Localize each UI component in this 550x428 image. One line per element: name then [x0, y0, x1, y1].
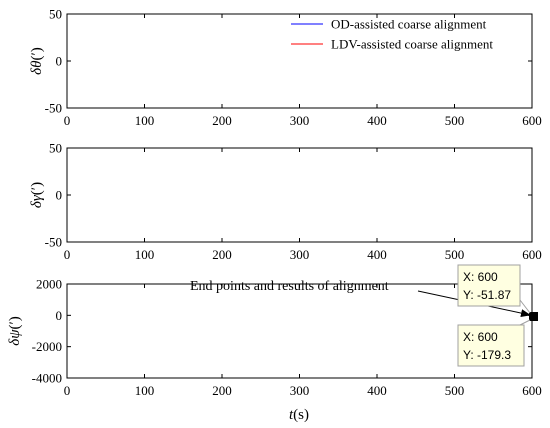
x-tick-label: 100 — [135, 247, 155, 262]
datatip-od-box — [457, 264, 521, 307]
legend-label-od: OD-assisted coarse alignment — [331, 17, 487, 32]
x-tick-label: 500 — [445, 247, 465, 262]
annotation-text: End points and results of alignment — [190, 279, 389, 294]
y-tick-label: -50 — [45, 235, 62, 250]
svg-text:δγ(′): δγ(′) — [29, 182, 45, 208]
x-tick-label: 0 — [64, 247, 71, 262]
y-tick-label: 2000 — [36, 277, 62, 292]
y-axis-label-psi: δψ(′) — [7, 316, 23, 346]
x-tick-label: 200 — [212, 247, 232, 262]
x-tick-label: 400 — [367, 113, 387, 128]
x-tick-label: 300 — [290, 383, 310, 398]
y-tick-label: 0 — [56, 308, 63, 323]
y-axis-symbol-gamma: δγ — [29, 194, 45, 208]
x-tick-label: 0 — [64, 113, 71, 128]
x-tick-label: 200 — [212, 113, 232, 128]
datatip-od: X: 600 Y: -51.87 — [457, 264, 531, 314]
x-tick-label: 400 — [367, 247, 387, 262]
y-tick-label: -4000 — [32, 371, 62, 386]
x-tick-label: 600 — [522, 247, 542, 262]
y-axis-symbol-theta: δθ — [29, 60, 45, 75]
datatip-ldv-y: Y: -179.3 — [463, 348, 511, 362]
x-tick-label: 300 — [290, 113, 310, 128]
x-tick-label: 600 — [522, 113, 542, 128]
x-tick-label: 500 — [445, 113, 465, 128]
y-axis-label-gamma: δγ(′) — [29, 182, 45, 208]
datatip-od-x: X: 600 — [463, 270, 498, 284]
datatip-od-y: Y: -51.87 — [463, 288, 511, 302]
y-axis-unit-gamma: (′) — [29, 182, 45, 195]
datatip-ldv-box — [457, 324, 525, 367]
x-tick-label: 500 — [445, 383, 465, 398]
x-tick-label: 0 — [64, 383, 71, 398]
plot-frame-psi — [66, 283, 533, 379]
svg-text:δψ(′): δψ(′) — [7, 316, 23, 346]
subplot-psi: δψ(′) 0 100 200 300 400 500 600 -4000 -2000 0 2000 — [7, 277, 542, 399]
endpoint-marker — [529, 312, 538, 321]
y-tick-label: -50 — [45, 101, 62, 116]
y-tick-label: 0 — [56, 188, 63, 203]
datatip-ldv-pointer — [519, 319, 531, 326]
x-axis-unit: (s) — [293, 407, 309, 423]
x-tick-label: 300 — [290, 247, 310, 262]
x-tick-label: 200 — [212, 383, 232, 398]
y-tick-label: 50 — [49, 141, 62, 156]
x-axis-label: t(s) — [289, 407, 309, 423]
y-tick-label: 0 — [56, 54, 63, 69]
datatip-ldv-x: X: 600 — [463, 330, 498, 344]
x-tick-label: 100 — [135, 383, 155, 398]
plot-frame-theta — [66, 13, 533, 109]
y-axis-label-theta: δθ(′) — [29, 47, 45, 75]
plot-frame-gamma — [66, 147, 533, 243]
x-tick-label: 400 — [367, 383, 387, 398]
legend: OD-assisted coarse alignment LDV-assiste… — [291, 17, 493, 52]
y-tick-label: -2000 — [32, 339, 62, 354]
y-axis-unit-theta: (′) — [29, 47, 45, 60]
svg-text:δθ(′): δθ(′) — [29, 47, 45, 75]
x-tick-label: 100 — [135, 113, 155, 128]
datatip-ldv: X: 600 Y: -179.3 — [457, 319, 531, 367]
y-tick-label: 50 — [49, 7, 62, 22]
x-axis-symbol: t — [289, 407, 294, 423]
datatip-od-pointer — [519, 299, 531, 314]
y-axis-symbol-psi: δψ — [7, 329, 23, 346]
y-axis-unit-psi: (′) — [7, 316, 23, 329]
legend-label-ldv: LDV-assisted coarse alignment — [331, 37, 493, 52]
x-tick-label: 600 — [522, 383, 542, 398]
